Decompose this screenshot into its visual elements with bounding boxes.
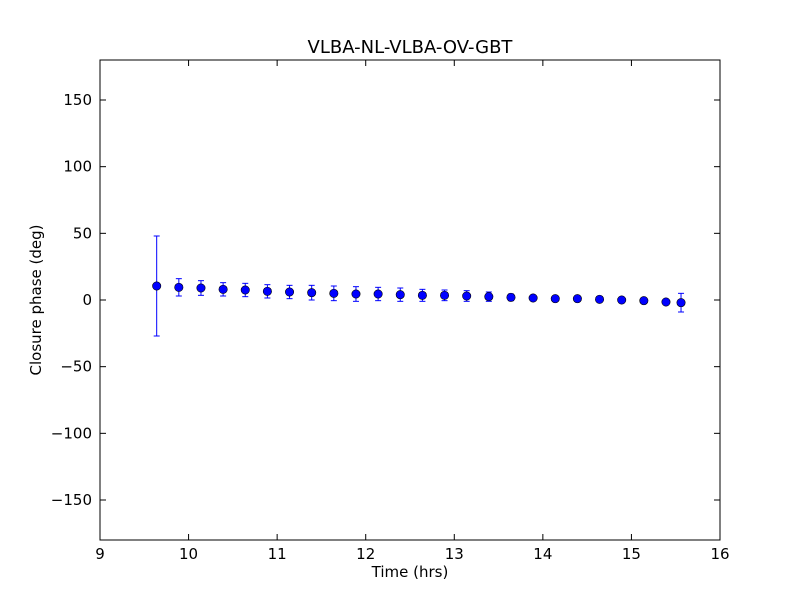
data-point — [617, 295, 627, 305]
data-point — [395, 290, 405, 300]
data-point — [152, 281, 162, 291]
data-point — [351, 289, 361, 299]
y-tick-label: −50 — [60, 358, 92, 376]
x-tick-label: 14 — [533, 545, 552, 563]
x-tick-label: 15 — [622, 545, 641, 563]
data-point — [373, 289, 383, 299]
data-point — [307, 288, 317, 298]
data-point — [196, 283, 206, 293]
chart-title: VLBA-NL-VLBA-OV-GBT — [308, 37, 514, 58]
data-point — [572, 294, 582, 304]
x-tick-label: 16 — [710, 545, 729, 563]
x-tick-label: 11 — [268, 545, 287, 563]
y-tick-label: 150 — [63, 91, 92, 109]
data-point — [676, 298, 686, 308]
data-point — [329, 288, 339, 298]
data-point — [440, 290, 450, 300]
data-point — [240, 285, 250, 295]
data-point — [661, 297, 671, 307]
x-tick-label: 13 — [445, 545, 464, 563]
plot-frame — [99, 59, 721, 541]
data-point — [462, 291, 472, 301]
y-tick-label: −150 — [51, 491, 92, 509]
data-point — [285, 287, 295, 297]
data-point — [262, 286, 272, 296]
data-point — [218, 284, 228, 294]
x-tick-label: 9 — [95, 545, 105, 563]
y-tick-label: 0 — [82, 291, 92, 309]
data-point — [484, 292, 494, 302]
y-axis-label: Closure phase (deg) — [27, 225, 45, 376]
x-tick-label: 12 — [356, 545, 375, 563]
data-point — [550, 294, 560, 304]
plot-area: 9 10 11 12 13 14 15 16 −150 −100 −50 0 50 100 150 — [51, 59, 730, 563]
data-point — [639, 296, 649, 306]
data-point — [417, 290, 427, 300]
y-tick-label: 50 — [73, 224, 92, 242]
data-point — [506, 292, 516, 302]
x-tick-label: 10 — [179, 545, 198, 563]
x-axis-label: Time (hrs) — [371, 563, 449, 581]
data-point — [174, 282, 184, 292]
data-point — [595, 294, 605, 304]
y-tick-label: −100 — [51, 424, 92, 442]
data-point — [528, 293, 538, 303]
y-tick-label: 100 — [63, 158, 92, 176]
